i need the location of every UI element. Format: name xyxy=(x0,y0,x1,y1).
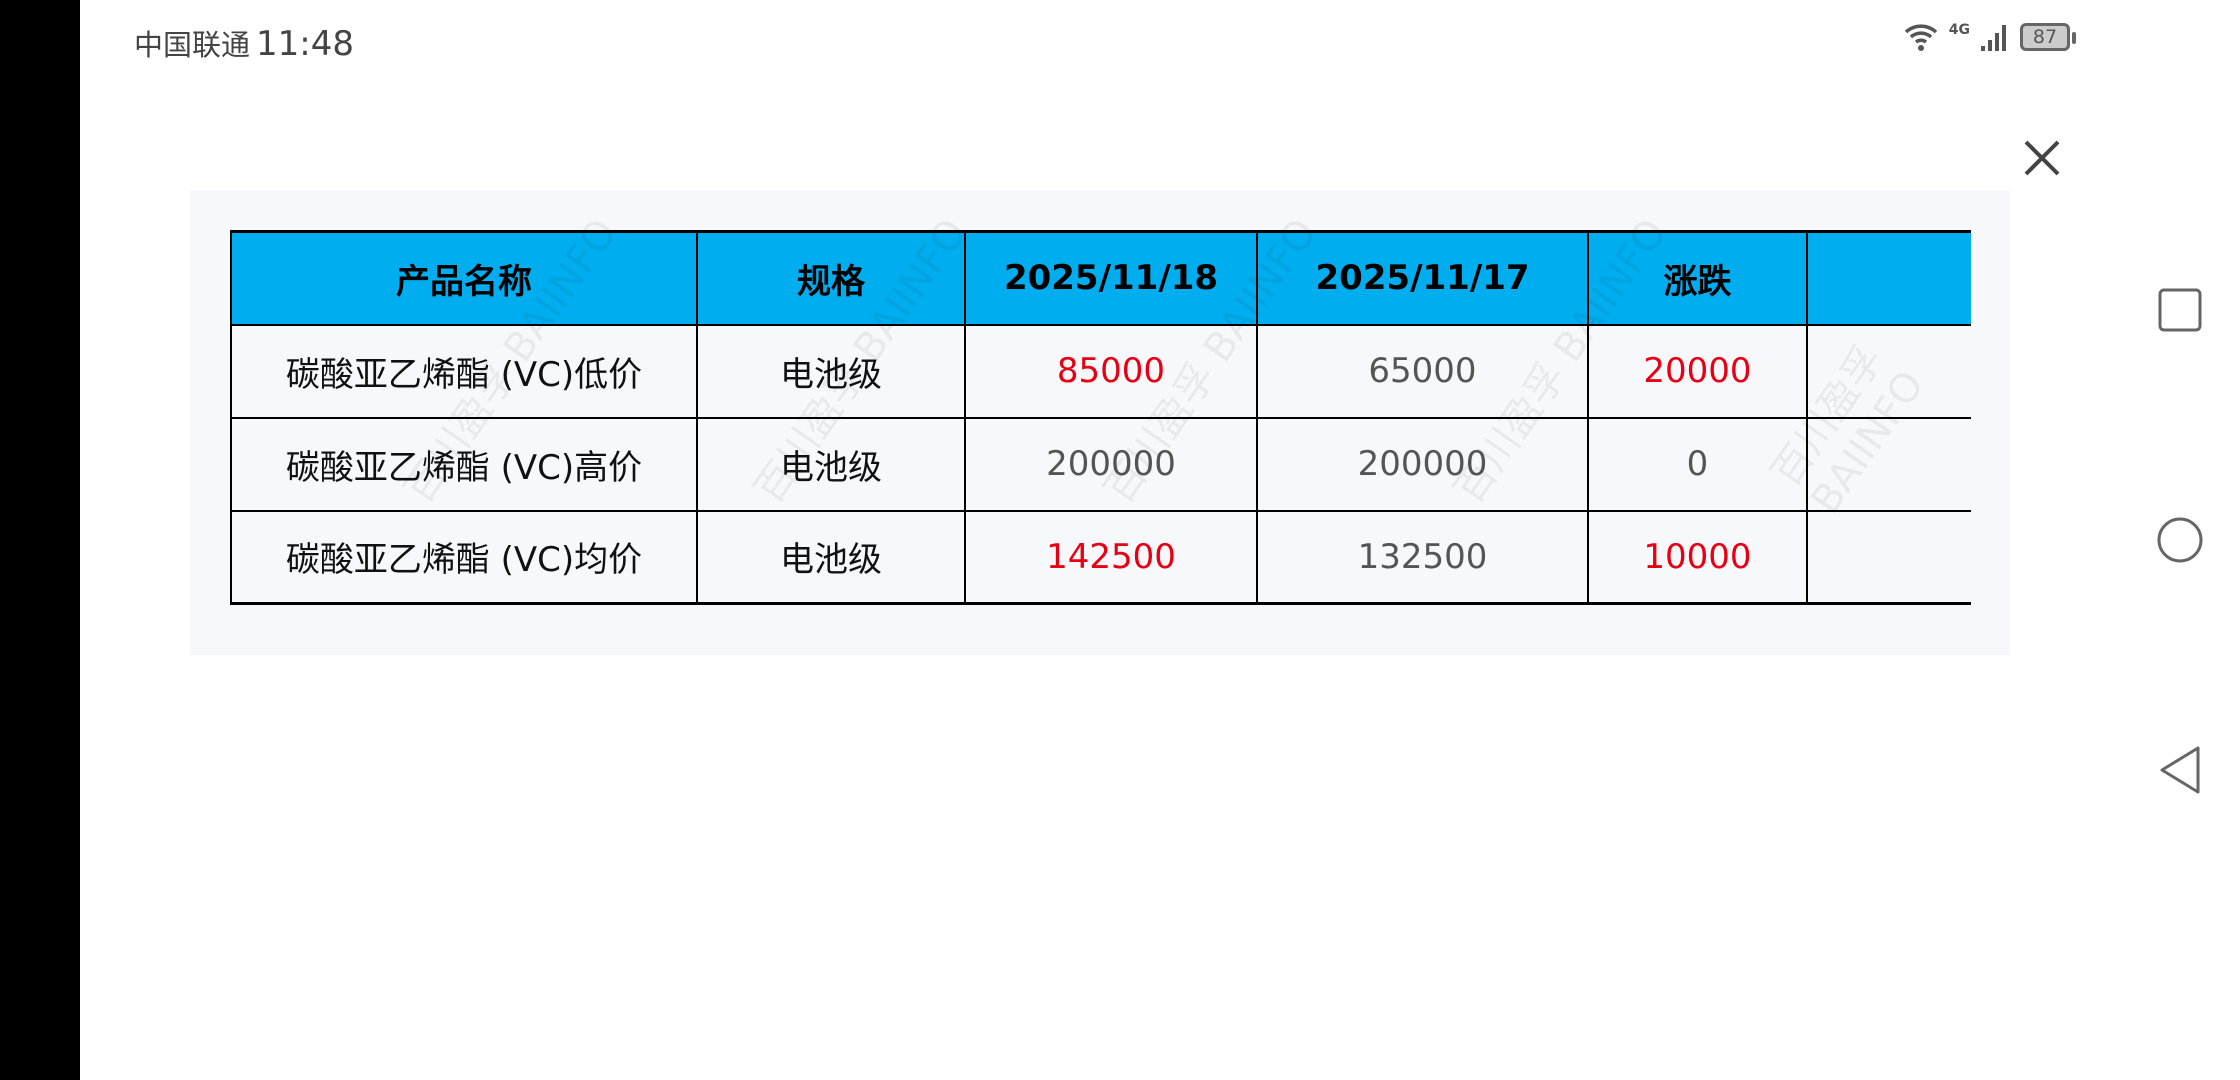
status-bar-left: 中国联通 11:48 xyxy=(134,22,354,64)
cell-name: 碳酸亚乙烯酯 (VC)高价 xyxy=(230,416,698,512)
header-extra xyxy=(1806,230,1971,326)
cell-change: 0 xyxy=(1587,416,1808,512)
back-triangle-icon[interactable] xyxy=(2156,744,2204,796)
cell-change: 10000 xyxy=(1587,509,1808,605)
carrier: 中国联通 xyxy=(134,28,251,62)
home-circle-icon[interactable] xyxy=(2156,516,2204,564)
header-date-2: 2025/11/17 xyxy=(1256,230,1589,326)
header-product-name: 产品名称 xyxy=(230,230,698,326)
wifi-icon xyxy=(1904,24,1937,51)
cell-spec: 电池级 xyxy=(696,509,966,605)
cell-date-1: 142500 xyxy=(964,509,1258,605)
cell-name: 碳酸亚乙烯酯 (VC)均价 xyxy=(230,509,698,605)
cell-spec: 电池级 xyxy=(696,416,966,512)
left-black-bar xyxy=(0,0,80,1080)
cell-extra xyxy=(1806,323,1971,419)
cell-name: 碳酸亚乙烯酯 (VC)低价 xyxy=(230,323,698,419)
table-row: 碳酸亚乙烯酯 (VC)均价 电池级 142500 132500 10000 xyxy=(230,509,1971,605)
signal-icon xyxy=(1981,25,2006,51)
cell-date-1: 200000 xyxy=(964,416,1258,512)
cell-extra xyxy=(1806,416,1971,512)
table-header-row: 产品名称 规格 2025/11/18 2025/11/17 涨跌 xyxy=(230,230,1971,326)
battery-level: 87 xyxy=(2032,26,2058,48)
header-spec: 规格 xyxy=(696,230,966,326)
cell-date-1: 85000 xyxy=(964,323,1258,419)
clock: 11:48 xyxy=(256,24,354,64)
table-row: 碳酸亚乙烯酯 (VC)低价 电池级 85000 65000 20000 xyxy=(230,323,1971,419)
cell-extra xyxy=(1806,509,1971,605)
network-type: 4G xyxy=(1948,22,1970,38)
close-icon[interactable] xyxy=(2020,136,2064,180)
header-change: 涨跌 xyxy=(1587,230,1808,326)
recents-square-icon[interactable] xyxy=(2156,286,2204,334)
cell-spec: 电池级 xyxy=(696,323,966,419)
status-bar-right: 4G 87 xyxy=(1903,22,2076,52)
cell-date-2: 132500 xyxy=(1256,509,1589,605)
cell-date-2: 65000 xyxy=(1256,323,1589,419)
header-date-1: 2025/11/18 xyxy=(964,230,1258,326)
price-table-card: 产品名称 规格 2025/11/18 2025/11/17 涨跌 碳酸亚乙烯酯 … xyxy=(190,190,2010,655)
cell-date-2: 200000 xyxy=(1256,416,1589,512)
cell-change: 20000 xyxy=(1587,323,1808,419)
price-table: 产品名称 规格 2025/11/18 2025/11/17 涨跌 碳酸亚乙烯酯 … xyxy=(230,230,1971,605)
battery-icon: 87 xyxy=(2020,23,2076,51)
table-row: 碳酸亚乙烯酯 (VC)高价 电池级 200000 200000 0 xyxy=(230,416,1971,512)
